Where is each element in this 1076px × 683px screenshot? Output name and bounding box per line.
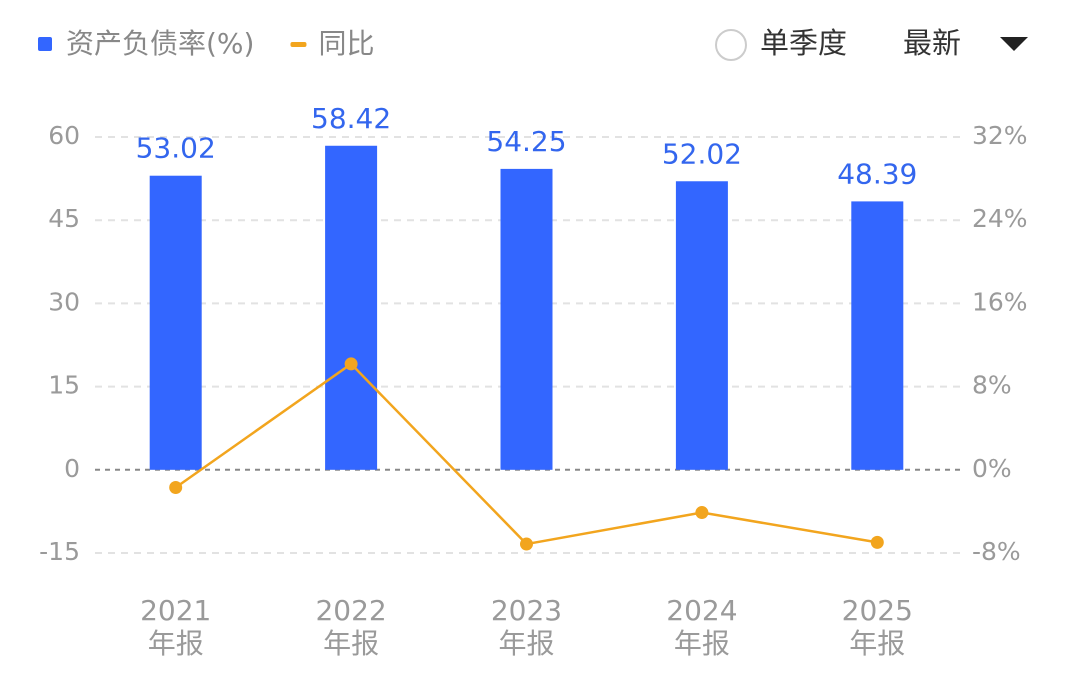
quarterly-toggle[interactable]: 单季度 bbox=[760, 26, 847, 60]
value-label: 53.02 bbox=[136, 132, 216, 165]
radio-button[interactable] bbox=[715, 29, 747, 61]
y2-tick-label: -8% bbox=[972, 537, 1021, 566]
value-label: 48.39 bbox=[837, 157, 917, 190]
y2-tick-label: 8% bbox=[972, 371, 1012, 400]
legend-swatch bbox=[290, 42, 307, 47]
y2-tick-label: 32% bbox=[972, 121, 1028, 150]
dropdown-arrow[interactable] bbox=[1000, 37, 1028, 51]
y2-tick-label: 24% bbox=[972, 204, 1028, 233]
x-tick-label: 2025 bbox=[842, 594, 913, 627]
x-tick-label: 2024 bbox=[666, 594, 737, 627]
x-tick-label: 年报 bbox=[323, 627, 379, 660]
x-tick-label: 2023 bbox=[491, 594, 562, 627]
legend-label: 同比 bbox=[318, 27, 374, 60]
y-tick-label: 15 bbox=[48, 371, 80, 400]
y-tick-label: 45 bbox=[48, 204, 80, 233]
line-point bbox=[520, 537, 533, 551]
y2-tick-label: 0% bbox=[972, 454, 1012, 483]
bar bbox=[149, 175, 202, 470]
x-tick-label: 年报 bbox=[849, 627, 905, 660]
line-point bbox=[695, 506, 709, 520]
bar bbox=[675, 181, 728, 470]
value-label: 58.42 bbox=[311, 102, 391, 135]
period-selector[interactable]: 最新 bbox=[903, 26, 961, 60]
x-tick-label: 2022 bbox=[315, 594, 386, 627]
line-point bbox=[870, 535, 884, 549]
x-tick-label: 年报 bbox=[148, 627, 204, 660]
bar bbox=[325, 145, 378, 470]
bar bbox=[500, 168, 553, 470]
x-tick-label: 年报 bbox=[674, 627, 730, 660]
x-tick-label: 2021 bbox=[140, 594, 211, 627]
y-tick-label: 30 bbox=[48, 287, 80, 316]
y2-tick-label: 16% bbox=[972, 287, 1028, 316]
y-tick-label: -15 bbox=[39, 537, 80, 566]
value-label: 52.02 bbox=[662, 137, 742, 170]
line-point bbox=[169, 480, 183, 494]
value-label: 54.25 bbox=[486, 125, 566, 158]
x-tick-label: 年报 bbox=[498, 627, 554, 660]
legend-swatch bbox=[38, 37, 52, 51]
line-point bbox=[344, 357, 358, 371]
bar bbox=[851, 201, 904, 470]
y-tick-label: 60 bbox=[48, 121, 80, 150]
legend-label: 资产负债率(%) bbox=[66, 27, 254, 60]
y-tick-label: 0 bbox=[64, 454, 80, 483]
